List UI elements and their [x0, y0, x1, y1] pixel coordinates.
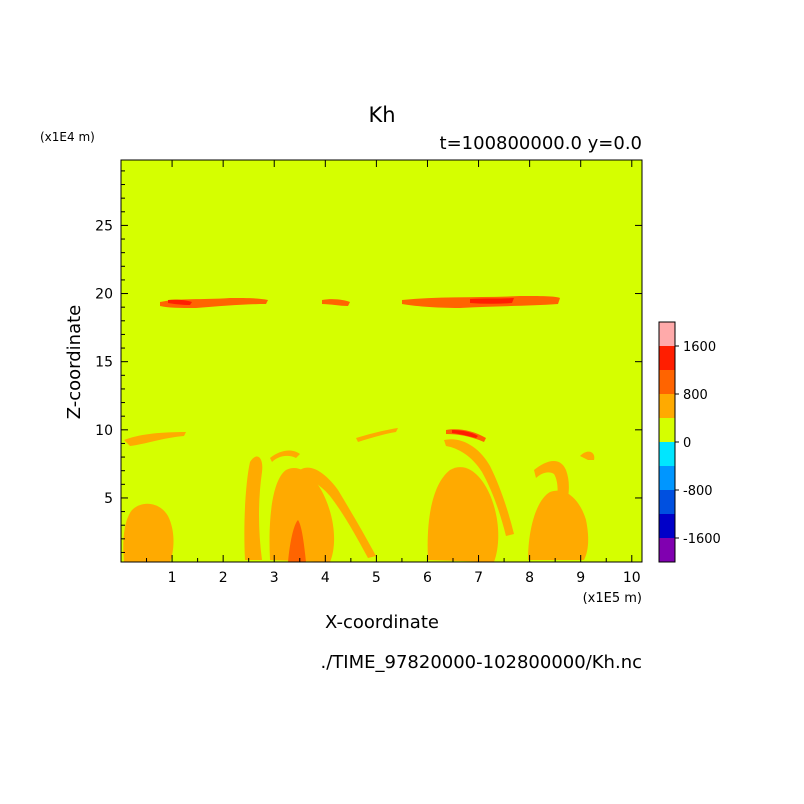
y-tick-label: 10 [95, 423, 113, 439]
plot-area: 1 2 3 4 5 6 7 8 9 10 5 10 15 20 25 [95, 159, 643, 586]
x-tick-label: 1 [168, 570, 177, 586]
plot-frame [120, 159, 643, 563]
x-tick-label: 4 [321, 570, 330, 586]
y-axis-label: Z-coordinate [64, 305, 85, 420]
x-tick-label: 2 [219, 570, 228, 586]
kh-region-right-plume [534, 460, 569, 520]
x-tick-label: 10 [623, 570, 641, 586]
kh-level-400-800-regions [123, 428, 595, 562]
kh-region-tropopause-center-strip [322, 299, 350, 306]
colorbar-band [659, 466, 675, 490]
colorbar-band [659, 346, 675, 370]
kh-region-center-left-core [288, 520, 306, 562]
y-unit-label: (x1E4 m) [40, 130, 95, 144]
colorbar-labels: -1600 -800 0 800 1600 [675, 340, 721, 547]
kh-region-tropopause-center-core [470, 298, 514, 304]
colorbar-label: 800 [683, 388, 708, 403]
y-tick-label: 20 [95, 287, 113, 303]
kh-level-1200-1600-regions [168, 298, 514, 438]
y-tick-label: 5 [104, 491, 113, 507]
chart-title: Kh [368, 103, 395, 127]
x-tick-label: 5 [372, 570, 381, 586]
colorbar-band [659, 322, 675, 346]
colorbar-label: 1600 [683, 340, 716, 355]
colorbar-band [659, 418, 675, 442]
colorbar-label: -1600 [683, 532, 721, 547]
colorbar: -1600 -800 0 800 1600 [658, 321, 721, 563]
colorbar-band [659, 370, 675, 394]
x-tick-label: 7 [474, 570, 483, 586]
kh-region-right-wisp [580, 451, 595, 460]
kh-region-right-lower-bubble [528, 490, 589, 560]
colorbar-band [659, 394, 675, 418]
kh-region-left-stripe [124, 432, 186, 446]
y-tick-label: 25 [95, 218, 113, 234]
colorbar-band [659, 490, 675, 514]
kh-region-center-left-arc [300, 467, 376, 558]
kh-region-mid-stripe [356, 428, 398, 442]
kh-region-center-left-bubble [269, 468, 335, 562]
kh-region-left-bubble [123, 503, 174, 562]
kh-region-tropopause-left-strip [160, 298, 268, 308]
x-unit-label: (x1E5 m) [583, 591, 642, 606]
x-axis-label: X-coordinate [325, 612, 439, 633]
colorbar-band [659, 514, 675, 538]
kh-region-center-left-plume [244, 456, 263, 560]
kh-region-mid-right-core [452, 430, 478, 438]
kh-region-center-left-wisp [270, 450, 300, 462]
colorbar-band [659, 538, 675, 562]
colorbar-bands [659, 322, 675, 562]
kh-region-center-right-arc [444, 439, 514, 536]
x-tick-label: 3 [270, 570, 279, 586]
colorbar-label: 0 [683, 436, 691, 451]
x-tick-label: 6 [423, 570, 432, 586]
x-axis-ticks: 1 2 3 4 5 6 7 8 9 10 [146, 160, 641, 586]
colorbar-band [659, 442, 675, 466]
y-tick-label: 15 [95, 355, 113, 371]
y-axis-ticks: 5 10 15 20 25 [95, 170, 642, 553]
chart-subtitle: t=100800000.0 y=0.0 [440, 133, 642, 154]
kh-region-tropopause-left-core [168, 299, 192, 305]
kh-region-center-right-bubble [427, 467, 499, 562]
file-path-label: ./TIME_97820000-102800000/Kh.nc [321, 652, 642, 673]
colorbar-label: -800 [683, 484, 713, 499]
x-tick-label: 9 [576, 570, 585, 586]
x-tick-label: 8 [525, 570, 534, 586]
